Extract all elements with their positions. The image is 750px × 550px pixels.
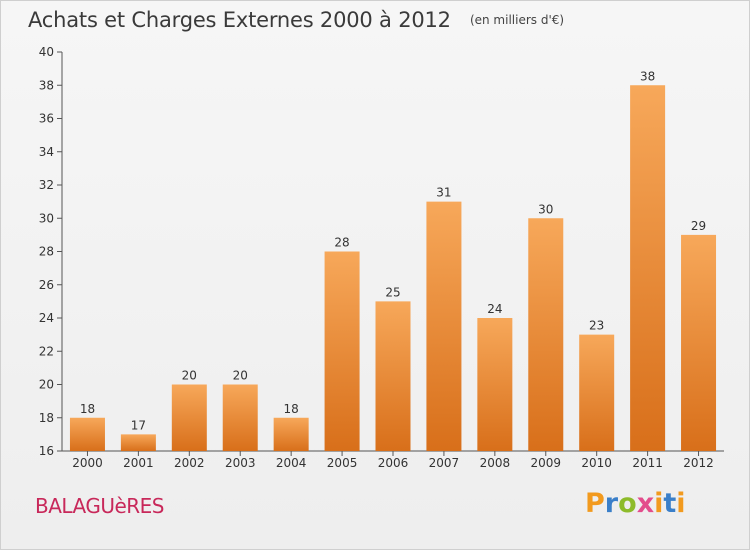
x-tick-label: 2010 <box>581 456 612 470</box>
bar-value-label: 28 <box>334 236 349 250</box>
y-tick-label: 34 <box>39 145 54 159</box>
bar <box>528 218 564 451</box>
bar-value-label: 18 <box>284 402 299 416</box>
x-tick-label: 2006 <box>378 456 409 470</box>
bar-value-label: 30 <box>538 202 553 216</box>
bar-value-label: 25 <box>385 285 400 299</box>
bar <box>579 334 615 451</box>
bar-value-label: 18 <box>80 402 95 416</box>
logo-letter: t <box>663 488 677 519</box>
x-tick-label: 2004 <box>276 456 307 470</box>
x-tick-label: 2001 <box>123 456 154 470</box>
bar-value-label: 20 <box>182 369 197 383</box>
commune-name: BALAGUèRES <box>35 494 165 518</box>
bar <box>120 434 156 451</box>
y-tick-label: 22 <box>39 344 54 358</box>
proxiti-logo: Proxiti <box>585 488 686 519</box>
bar <box>171 384 207 451</box>
y-tick-label: 38 <box>39 78 54 92</box>
chart-subtitle: (en milliers d'€) <box>469 13 565 27</box>
bar <box>69 417 105 451</box>
x-tick-label: 2008 <box>480 456 511 470</box>
bar-value-label: 20 <box>233 369 248 383</box>
y-tick-label: 16 <box>39 444 54 458</box>
bar <box>324 251 360 451</box>
bar-value-label: 23 <box>589 319 604 333</box>
x-tick-label: 2011 <box>632 456 663 470</box>
bar-value-label: 38 <box>640 69 655 83</box>
x-tick-label: 2009 <box>530 456 561 470</box>
logo-letter: i <box>654 488 664 519</box>
x-tick-label: 2002 <box>174 456 205 470</box>
title-area: Achats et Charges Externes 2000 à 2012 (… <box>28 8 564 32</box>
logo-letter: P <box>585 488 605 519</box>
y-tick-label: 20 <box>39 378 54 392</box>
bar <box>222 384 258 451</box>
bar <box>273 417 309 451</box>
y-tick-label: 28 <box>39 245 54 259</box>
y-tick-label: 40 <box>39 45 54 59</box>
y-tick-label: 36 <box>39 112 54 126</box>
x-tick-label: 2003 <box>225 456 256 470</box>
y-tick-label: 24 <box>39 311 54 325</box>
chart-title: Achats et Charges Externes 2000 à 2012 <box>28 8 451 32</box>
y-tick-label: 26 <box>39 278 54 292</box>
bar <box>477 318 513 451</box>
bar-value-label: 24 <box>487 302 502 316</box>
x-tick-label: 2012 <box>683 456 714 470</box>
logo-letter: i <box>676 488 686 519</box>
bar-value-label: 17 <box>131 418 146 432</box>
bar <box>681 234 717 451</box>
bar-value-label: 29 <box>691 219 706 233</box>
bar <box>375 301 411 451</box>
bar <box>630 85 666 451</box>
logo-letter: r <box>604 488 619 519</box>
bar-value-label: 31 <box>436 186 451 200</box>
y-tick-label: 18 <box>39 411 54 425</box>
y-tick-label: 30 <box>39 211 54 225</box>
x-tick-label: 2007 <box>429 456 460 470</box>
logo-letter: o <box>618 488 637 519</box>
logo-letter: x <box>636 488 655 519</box>
y-tick-label: 32 <box>39 178 54 192</box>
x-tick-label: 2005 <box>327 456 358 470</box>
bar <box>426 201 462 451</box>
x-tick-label: 2000 <box>72 456 103 470</box>
